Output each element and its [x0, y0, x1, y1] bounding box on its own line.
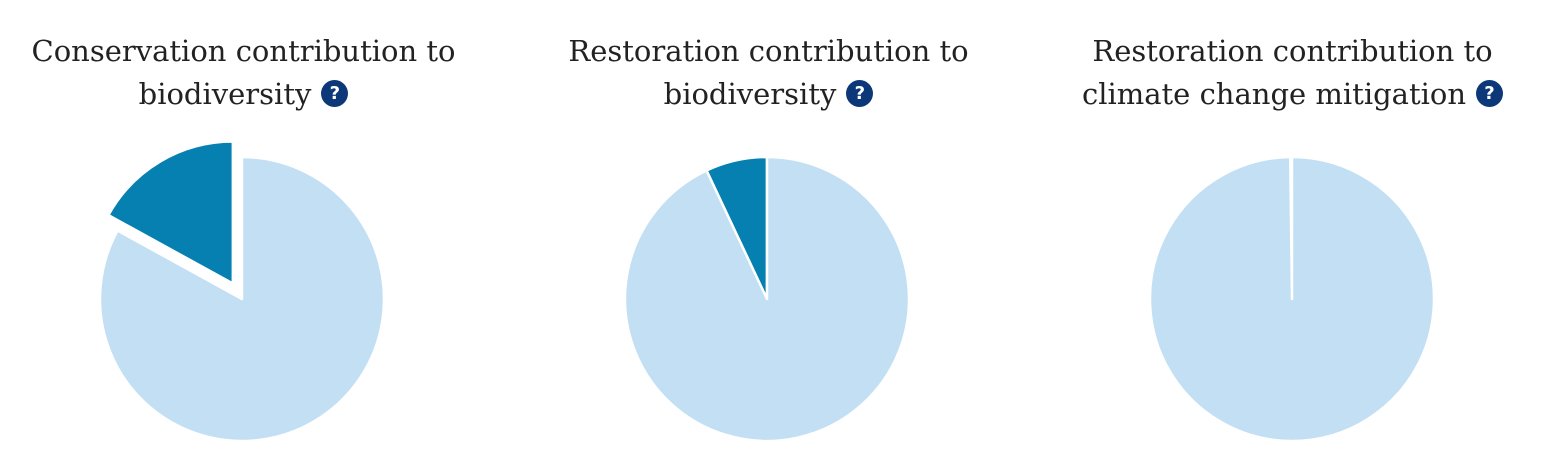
chart-title-line-with-help: biodiversity? [0, 73, 502, 116]
pie-slice-remainder [1148, 155, 1436, 443]
chart-title-line: biodiversity [138, 77, 312, 111]
pie-chart-restoration-climate [1148, 155, 1436, 443]
help-icon[interactable]: ? [1476, 80, 1504, 107]
pie-slice-contribution [107, 140, 235, 285]
chart-title-line: Conservation contribution to [31, 34, 456, 68]
pie-slice-remainder [623, 155, 911, 443]
help-icon[interactable]: ? [321, 80, 349, 107]
pie-chart-restoration-biodiversity [623, 155, 911, 443]
chart-panel-conservation-biodiversity: Conservation contribution to biodiversit… [0, 0, 502, 476]
chart-title-line-with-help: climate change mitigation? [1034, 73, 1551, 116]
chart-title-line: Restoration contribution to [568, 34, 969, 68]
chart-title: Conservation contribution to biodiversit… [0, 30, 502, 116]
pie-slice-remainder [98, 155, 386, 443]
chart-title: Restoration contribution to biodiversity… [510, 30, 1027, 116]
chart-title: Restoration contribution to climate chan… [1034, 30, 1551, 116]
chart-title-line: Restoration contribution to [1092, 34, 1493, 68]
chart-panel-restoration-biodiversity: Restoration contribution to biodiversity… [510, 0, 1027, 476]
chart-title-line-with-help: biodiversity? [510, 73, 1027, 116]
chart-panel-restoration-climate: Restoration contribution to climate chan… [1034, 0, 1551, 476]
pie-chart-conservation-biodiversity [98, 140, 386, 443]
chart-title-line: climate change mitigation [1081, 77, 1467, 111]
chart-title-line: biodiversity [663, 77, 837, 111]
help-icon[interactable]: ? [846, 80, 874, 107]
